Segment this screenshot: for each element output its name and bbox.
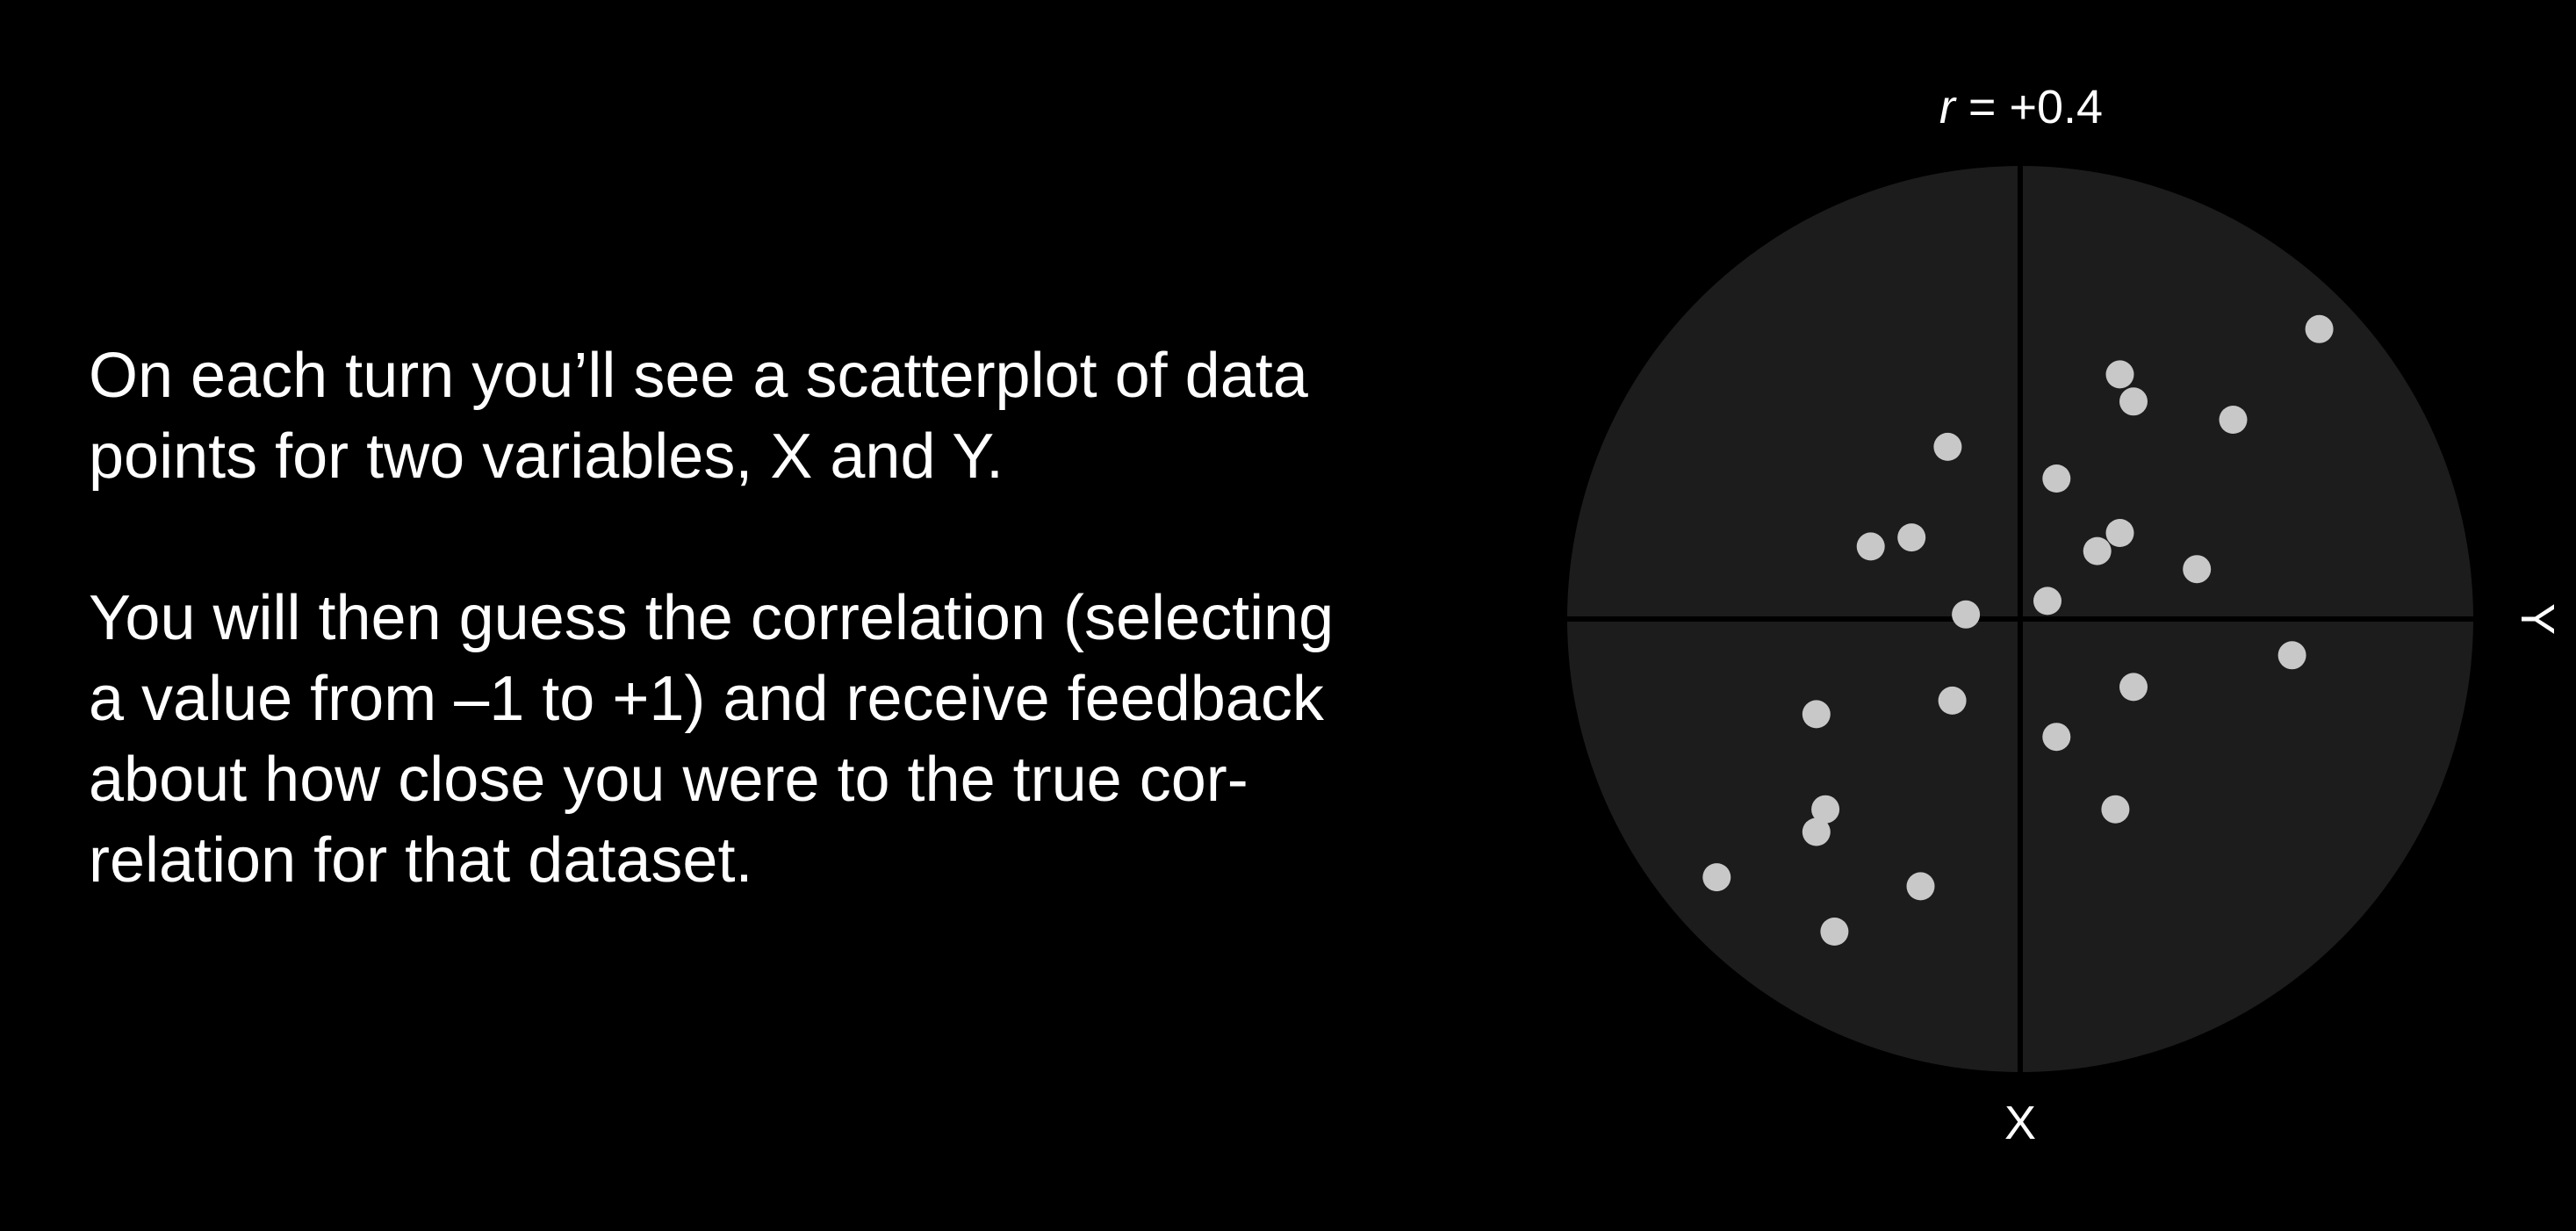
data-point [2083,536,2112,565]
data-point [1702,863,1731,892]
correlation-value: = +0.4 [1955,81,2103,133]
x-axis-label: X [2004,1097,2036,1149]
data-point [2119,387,2148,416]
data-point [1820,918,1849,946]
instructions-paragraph-2: You will then guess the correlation (sel… [89,583,1335,896]
data-point [1952,600,1981,629]
instructions-paragraph-1: On each turn you’ll see a scatterplot of… [89,341,1308,492]
data-point [1802,700,1831,729]
data-point [1856,532,1885,561]
data-point [1897,523,1926,552]
data-point [2042,464,2071,493]
correlation-symbol: r [1939,81,1957,133]
data-point [2105,360,2134,389]
data-point [2305,314,2334,343]
data-point [2033,587,2062,616]
data-point [2219,406,2248,434]
y-axis-label: Y [2511,603,2564,635]
data-point [1906,872,1935,901]
data-point [1802,817,1831,846]
data-point [2183,555,2212,584]
data-point [2101,795,2130,824]
instructions-text: On each turn you’ll see a scatterplot of… [89,335,1511,901]
correlation-label: r = +0.4 [1939,81,2103,133]
data-points [1702,314,2334,946]
data-point [1938,686,1967,715]
data-point [2119,673,2148,702]
data-point [2277,641,2306,670]
data-point [1933,432,1962,461]
data-point [1811,795,1840,824]
data-point [2042,723,2071,752]
data-point [2105,519,2134,547]
